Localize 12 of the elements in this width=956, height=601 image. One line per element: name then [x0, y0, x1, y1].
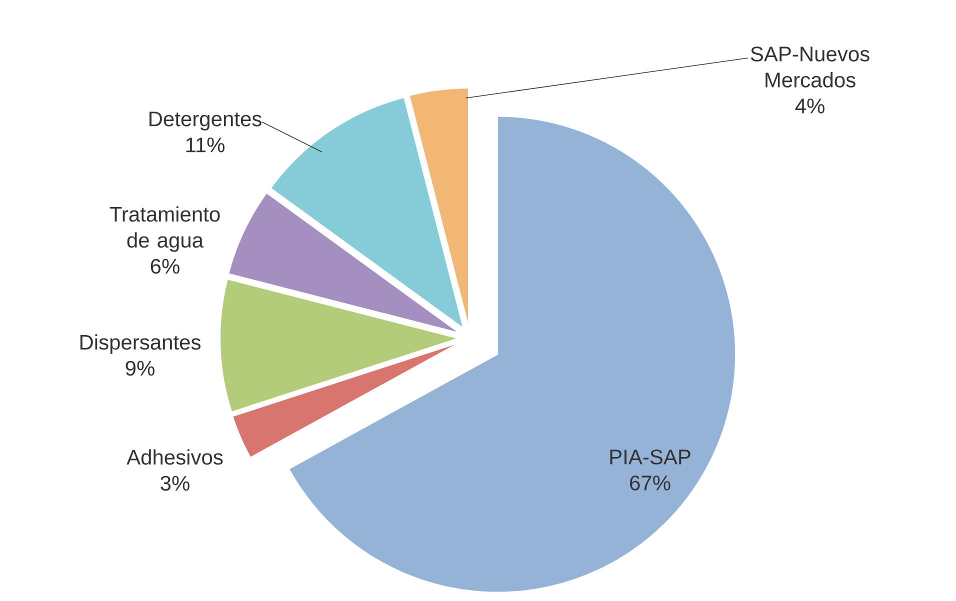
- data-label: 9%: [126, 360, 154, 376]
- slice-label: Adhesivos: [126, 449, 223, 465]
- data-label: 67%: [630, 476, 670, 490]
- slice-label: Tratamiento de agua: [110, 206, 220, 252]
- slice-label: SAP-Nuevos Mercados: [750, 46, 870, 88]
- data-label: 11%: [186, 138, 224, 152]
- slice-label: Detergentes: [150, 112, 262, 131]
- slice-label: PIA-SAP: [610, 450, 690, 464]
- data-label: 6%: [150, 258, 180, 274]
- slice-label: Dispersantes: [80, 334, 200, 354]
- data-label: 3%: [160, 476, 190, 491]
- data-label: 4%: [795, 98, 824, 114]
